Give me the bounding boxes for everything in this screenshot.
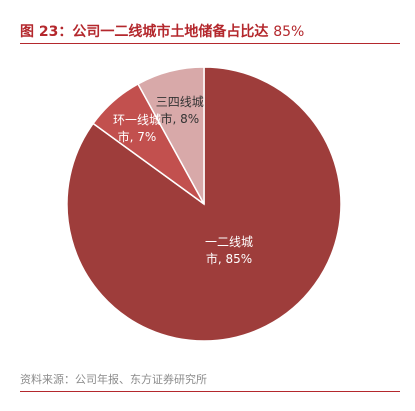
pie-labels: 一二线城市, 85% 环一线城市, 7%三四线城市, 8% bbox=[113, 95, 253, 266]
pie-slice-label-3: 三四线城市, 8% bbox=[156, 95, 204, 126]
pie-slice-3 bbox=[136, 66, 205, 205]
pie-slice-label-2: 环一线城市, 7% bbox=[113, 113, 161, 144]
pie-slices bbox=[66, 66, 342, 342]
footer-divider bbox=[20, 391, 400, 392]
chart-title: 图 23：公司一二线城市土地储备占比达 85% bbox=[20, 21, 304, 41]
source-note: 资料来源：公司年报、东方证券研究所 bbox=[20, 373, 207, 386]
pie-slice-label-1: 一二线城市, 85% bbox=[205, 235, 253, 266]
chart-title-percent: 85% bbox=[273, 24, 305, 40]
title-divider bbox=[20, 43, 400, 44]
chart-title-text: 图 23：公司一二线城市土地储备占比达 bbox=[20, 24, 269, 40]
